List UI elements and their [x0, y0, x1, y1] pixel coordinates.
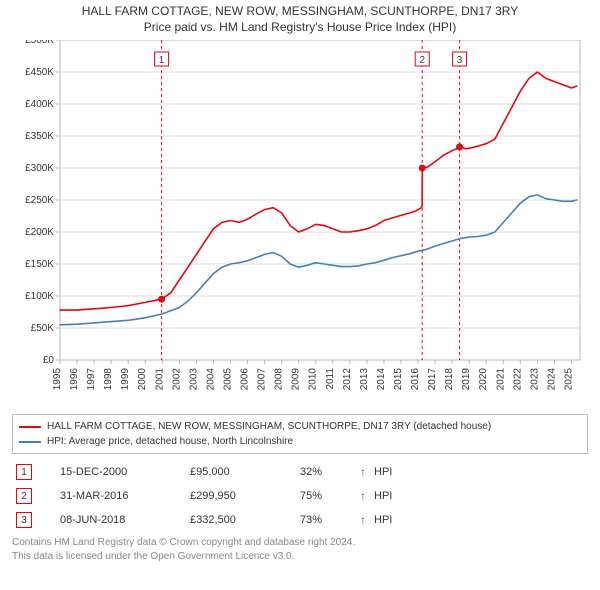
chart-titles: HALL FARM COTTAGE, NEW ROW, MESSINGHAM, … — [0, 4, 600, 34]
event-row-date: 15-DEC-2000 — [60, 466, 190, 478]
event-row-hpi-label: HPI — [374, 490, 392, 502]
attribution-line-2: This data is licensed under the Open Gov… — [12, 550, 588, 564]
x-tick-label: 2005 — [222, 368, 233, 391]
chart-area: £0 £50K £100K £150K £200K £250K £300K £350K £400… — [12, 40, 588, 408]
y-tick-label: £0 — [43, 355, 55, 366]
x-tick-label: 2006 — [240, 368, 251, 391]
legend-label-price-paid: HALL FARM COTTAGE, NEW ROW, MESSINGHAM, … — [47, 421, 491, 432]
x-tick-label: 2015 — [393, 368, 404, 391]
y-tick-label: £450K — [25, 67, 54, 78]
legend-item-hpi: HPI: Average price, detached house, Nort… — [19, 434, 581, 449]
event-marker-number: 1 — [159, 55, 165, 66]
x-tick-label: 1999 — [120, 368, 131, 391]
arrow-up-icon: ↑ — [360, 465, 374, 479]
event-row-marker: 3 — [16, 512, 32, 528]
x-tick-label: 2007 — [257, 368, 268, 391]
x-tick-label: 2004 — [205, 368, 216, 391]
legend-swatch-hpi — [19, 441, 41, 443]
x-tick-label: 2016 — [410, 368, 421, 391]
x-tick-label: 1997 — [86, 368, 97, 391]
x-tick-label: 1998 — [103, 368, 114, 391]
x-tick-label: 2010 — [308, 368, 319, 391]
x-tick-label: 2018 — [444, 368, 455, 391]
event-marker-number: 2 — [419, 55, 425, 66]
x-tick-label: 2008 — [274, 368, 285, 391]
legend: HALL FARM COTTAGE, NEW ROW, MESSINGHAM, … — [12, 414, 588, 454]
line-chart: £0 £50K £100K £150K £200K £250K £300K £350K £400… — [12, 40, 588, 408]
x-tick-label: 2019 — [461, 368, 472, 391]
x-tick-label: 2000 — [137, 368, 148, 391]
event-row-hpi-label: HPI — [374, 514, 392, 526]
x-tick-label: 1996 — [69, 368, 80, 391]
attribution: Contains HM Land Registry data © Crown c… — [12, 536, 588, 563]
x-tick-label: 2012 — [342, 368, 353, 391]
y-tick-label: £200K — [25, 227, 54, 238]
legend-swatch-price-paid — [19, 426, 41, 428]
x-tick-label: 1995 — [52, 368, 63, 391]
event-row-price: £95,000 — [190, 466, 300, 478]
event-row-marker: 1 — [16, 464, 32, 480]
x-tick-label: 2021 — [495, 368, 506, 391]
event-row-date: 08-JUN-2018 — [60, 514, 190, 526]
x-tick-label: 2002 — [171, 368, 182, 391]
y-tick-label: £350K — [25, 131, 54, 142]
legend-item-price-paid: HALL FARM COTTAGE, NEW ROW, MESSINGHAM, … — [19, 419, 581, 434]
event-row-pct: 73% — [300, 514, 360, 526]
event-row: 3 08-JUN-2018£332,50073%↑HPI — [16, 508, 584, 532]
event-row-marker: 2 — [16, 488, 32, 504]
arrow-up-icon: ↑ — [360, 513, 374, 527]
x-tick-label: 2022 — [512, 368, 523, 391]
event-row-hpi-label: HPI — [374, 466, 392, 478]
x-tick-label: 2009 — [291, 368, 302, 391]
y-tick-label: £100K — [25, 291, 54, 302]
y-tick-label: £250K — [25, 195, 54, 206]
title-main: HALL FARM COTTAGE, NEW ROW, MESSINGHAM, … — [0, 4, 600, 18]
event-row: 2 31-MAR-2016£299,95075%↑HPI — [16, 484, 584, 508]
attribution-line-1: Contains HM Land Registry data © Crown c… — [12, 536, 588, 550]
x-tick-label: 2020 — [478, 368, 489, 391]
legend-label-hpi: HPI: Average price, detached house, Nort… — [47, 436, 293, 447]
y-tick-label: £50K — [31, 323, 55, 334]
event-row-price: £332,500 — [190, 514, 300, 526]
y-tick-label: £150K — [25, 259, 54, 270]
event-row-price: £299,950 — [190, 490, 300, 502]
event-row: 1 15-DEC-2000£95,00032%↑HPI — [16, 460, 584, 484]
x-tick-label: 2013 — [359, 368, 370, 391]
event-list: 115-DEC-2000£95,00032%↑HPI231-MAR-2016£2… — [12, 458, 588, 534]
y-tick-label: £300K — [25, 163, 54, 174]
x-tick-label: 2025 — [563, 368, 574, 391]
event-row-date: 31-MAR-2016 — [60, 490, 190, 502]
y-tick-label: £400K — [25, 99, 54, 110]
x-tick-label: 2023 — [529, 368, 540, 391]
event-row-pct: 32% — [300, 466, 360, 478]
x-tick-label: 2014 — [376, 368, 387, 391]
x-tick-label: 2024 — [546, 368, 557, 391]
title-subtitle: Price paid vs. HM Land Registry's House … — [0, 20, 600, 34]
event-marker-number: 3 — [457, 55, 463, 66]
x-tick-label: 2003 — [188, 368, 199, 391]
y-tick-label: £500K — [25, 40, 54, 46]
x-tick-label: 2017 — [427, 368, 438, 391]
x-tick-label: 2001 — [154, 368, 165, 391]
arrow-up-icon: ↑ — [360, 489, 374, 503]
event-row-pct: 75% — [300, 490, 360, 502]
x-tick-label: 2011 — [325, 368, 336, 390]
